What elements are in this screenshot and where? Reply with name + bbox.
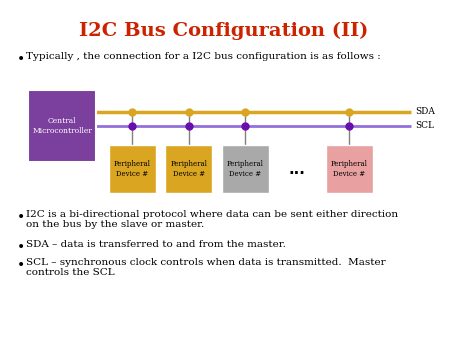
Text: SDA: SDA (415, 108, 435, 116)
Text: Peripheral
Device #: Peripheral Device # (227, 160, 264, 178)
Text: Typically , the connection for a I2C bus configuration is as follows :: Typically , the connection for a I2C bus… (27, 52, 381, 61)
Text: SCL – synchronous clock controls when data is transmitted.  Master
controls the : SCL – synchronous clock controls when da… (27, 258, 386, 277)
Text: •: • (17, 240, 25, 254)
Text: Central
Microcontroller: Central Microcontroller (32, 118, 92, 135)
Text: Peripheral
Device #: Peripheral Device # (170, 160, 207, 178)
FancyBboxPatch shape (326, 145, 373, 193)
Text: Peripheral
Device #: Peripheral Device # (331, 160, 368, 178)
FancyBboxPatch shape (165, 145, 212, 193)
Text: ...: ... (289, 162, 306, 176)
Text: •: • (17, 52, 25, 66)
Text: Peripheral
Device #: Peripheral Device # (114, 160, 151, 178)
FancyBboxPatch shape (28, 90, 96, 162)
Text: •: • (17, 258, 25, 272)
Text: I2C Bus Configuration (II): I2C Bus Configuration (II) (79, 22, 368, 40)
Text: SDA – data is transferred to and from the master.: SDA – data is transferred to and from th… (27, 240, 286, 249)
FancyBboxPatch shape (222, 145, 269, 193)
Text: I2C is a bi-directional protocol where data can be sent either direction
on the : I2C is a bi-directional protocol where d… (27, 210, 399, 229)
Text: •: • (17, 210, 25, 224)
FancyBboxPatch shape (109, 145, 156, 193)
Text: SCL: SCL (415, 121, 435, 131)
